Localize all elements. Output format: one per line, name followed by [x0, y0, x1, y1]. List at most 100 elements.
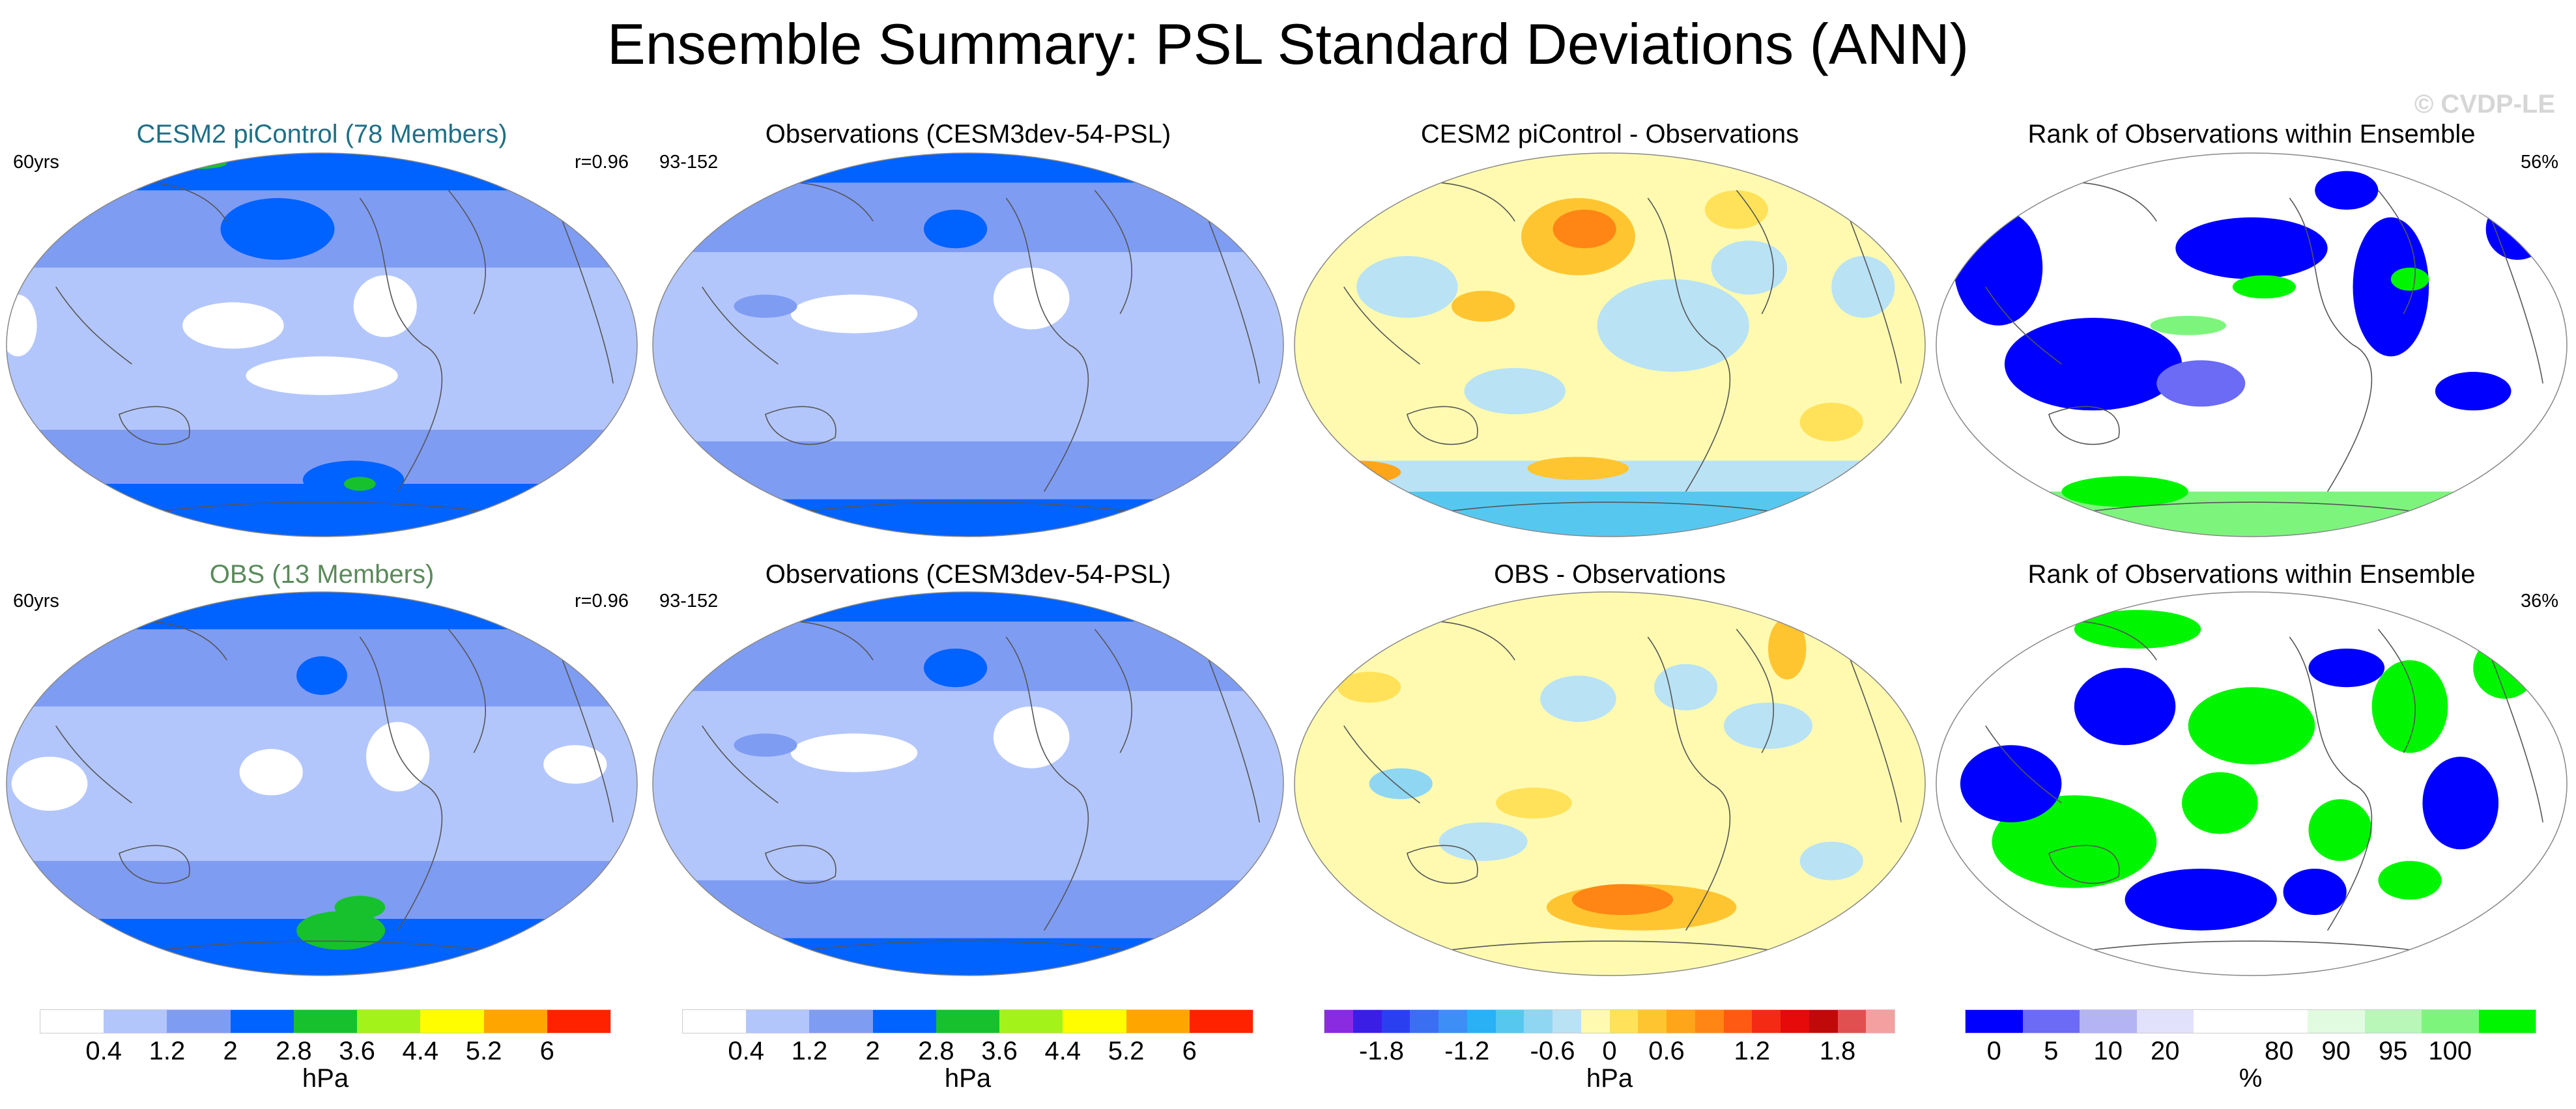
- panel-title: Rank of Observations within Ensemble: [2027, 560, 2476, 589]
- map-field-blob: [923, 209, 988, 249]
- panel-right-label: r=0.96: [574, 152, 629, 173]
- map-field-blob: [1597, 279, 1749, 372]
- map-field-blob: [1768, 617, 1807, 680]
- colorbar-unit: hPa: [1586, 1064, 1633, 1093]
- map-field-blob: [1438, 822, 1528, 862]
- map-field-blob: [790, 733, 918, 772]
- colorbar-swatch: [2080, 1010, 2137, 1033]
- map-field-blob: [353, 275, 417, 337]
- colorbar-swatch: [167, 1010, 231, 1033]
- colorbar-swatch: [2308, 1010, 2365, 1033]
- map-field-blob: [2074, 610, 2201, 649]
- panel-left-label: 93-152: [659, 591, 719, 611]
- map-field-blob: [1540, 675, 1616, 722]
- colorbar-swatch: [1866, 1010, 1895, 1033]
- colorbar-swatch: [1189, 1010, 1253, 1033]
- map-outline: [6, 152, 638, 537]
- colorbar-swatch: [1438, 1010, 1467, 1033]
- map-field-blob: [1356, 256, 1458, 318]
- map-field-blob: [790, 294, 918, 333]
- colorbar-swatch: [1837, 1010, 1867, 1033]
- colorbar-tick-label: 1.2: [1734, 1037, 1771, 1065]
- colorbar-swatch: [1752, 1010, 1781, 1033]
- colorbar-tick-label: 3.6: [981, 1037, 1018, 1065]
- colorbar: [1965, 1009, 2536, 1033]
- panel-left-label: 60yrs: [13, 152, 59, 173]
- colorbar-tick-label: 5: [2044, 1037, 2059, 1065]
- colorbar-tick-label: 5.2: [1108, 1037, 1145, 1065]
- map-field-blob: [2074, 667, 2176, 746]
- colorbar-swatch: [230, 1010, 294, 1033]
- map-field-blob: [296, 656, 347, 695]
- map-panel: [6, 591, 638, 976]
- panel-title: CESM2 piControl (78 Members): [136, 120, 508, 148]
- map-field-blob: [246, 356, 398, 395]
- map-field-blob: [1452, 290, 1515, 322]
- colorbar: [40, 1009, 611, 1033]
- map-field-band: [653, 938, 1283, 976]
- colorbar-tick-label: 1.2: [791, 1037, 828, 1065]
- colorbar-tick-label: 95: [2379, 1037, 2408, 1065]
- map-outline: [1294, 152, 1926, 537]
- map-field-blob: [2175, 217, 2328, 279]
- colorbar-swatch: [1695, 1010, 1724, 1033]
- colorbar-swatch: [40, 1010, 104, 1033]
- colorbar-tick-label: 2.8: [918, 1037, 954, 1065]
- colorbar-tick-label: 0.4: [85, 1037, 122, 1065]
- colorbar-swatch: [1495, 1010, 1524, 1033]
- colorbar-swatch: [2022, 1010, 2080, 1033]
- panel-title: Observations (CESM3dev-54-PSL): [765, 560, 1171, 589]
- map-panel: [1936, 591, 2568, 976]
- colorbar-tick-label: 1.2: [149, 1037, 186, 1065]
- map-field-blob: [2150, 316, 2227, 335]
- map-field-blob: [2232, 275, 2297, 299]
- map-field-blob: [2308, 648, 2385, 688]
- colorbar-swatch: [872, 1010, 936, 1033]
- map-field-blob: [2422, 756, 2499, 850]
- panel-right-label: 36%: [2520, 591, 2558, 611]
- copyright-watermark: © CVDP-LE: [2414, 90, 2555, 119]
- map-field-blob: [164, 157, 227, 169]
- map-field-blob: [2353, 217, 2429, 357]
- colorbar: [682, 1009, 1253, 1033]
- map-panel: [1294, 152, 1926, 537]
- map-field-blob: [1992, 795, 2157, 888]
- colorbar-swatch: [2136, 1010, 2194, 1033]
- colorbar-tick-label: -0.6: [1530, 1037, 1575, 1065]
- colorbar-swatch: [1524, 1010, 1553, 1033]
- colorbar-swatch: [1063, 1010, 1126, 1033]
- map-field-blob: [2061, 476, 2188, 507]
- colorbar-tick-label: -1.2: [1444, 1037, 1490, 1065]
- colorbar-swatch: [999, 1010, 1063, 1033]
- colorbar-unit: hPa: [302, 1064, 349, 1093]
- map-field-blob: [2182, 772, 2258, 834]
- colorbar-swatch: [1781, 1010, 1809, 1033]
- map-panel: [652, 591, 1284, 976]
- map-field-blob: [2371, 660, 2448, 753]
- map-field-blob: [1960, 745, 2062, 822]
- map-field-blob: [1654, 664, 1718, 710]
- panel-title: OBS - Observations: [1494, 560, 1726, 589]
- colorbar-swatch: [483, 1010, 547, 1033]
- map-field-blob: [1954, 209, 2043, 326]
- colorbar-tick-label: 3.6: [339, 1037, 375, 1065]
- map-field-blob: [2473, 637, 2537, 699]
- panel-right-label: r=0.96: [574, 591, 629, 611]
- colorbar-swatch: [1723, 1010, 1753, 1033]
- colorbar-tick-label: 4.4: [402, 1037, 439, 1065]
- colorbar-tick-label: 2: [223, 1037, 238, 1065]
- map-outline: [1936, 152, 2568, 537]
- colorbar-swatch: [2422, 1010, 2479, 1033]
- colorbar-tick-label: 20: [2151, 1037, 2180, 1065]
- colorbar-swatch: [2478, 1010, 2536, 1033]
- colorbar-tick-label: 4.4: [1044, 1037, 1081, 1065]
- colorbar-tick-label: 2.8: [276, 1037, 312, 1065]
- colorbar-tick-label: 90: [2321, 1037, 2351, 1065]
- map-outline: [652, 591, 1284, 976]
- map-field-blob: [182, 302, 284, 349]
- colorbar-swatch: [2194, 1010, 2251, 1033]
- map-field-blob: [993, 706, 1070, 768]
- map-field-blob: [1369, 768, 1433, 800]
- colorbar-swatch: [104, 1010, 167, 1033]
- colorbar-swatch: [1966, 1010, 2023, 1033]
